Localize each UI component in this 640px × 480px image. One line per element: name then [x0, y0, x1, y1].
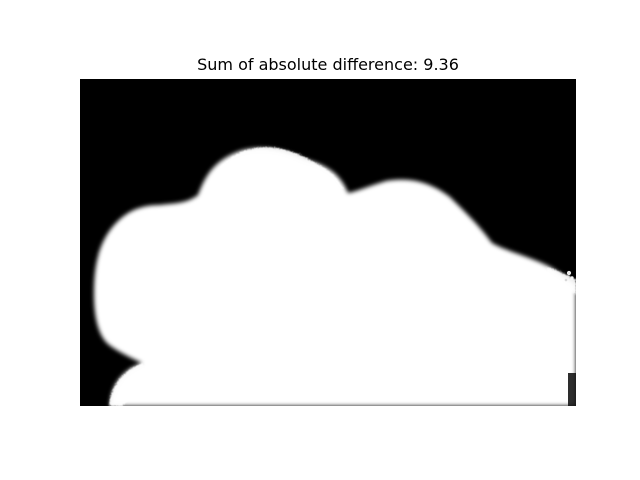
matte-details [80, 270, 576, 406]
fur-texture [109, 147, 576, 406]
right-fur-edge [546, 267, 576, 294]
right-edge-speck-3 [564, 278, 568, 282]
right-edge-speck-1 [566, 270, 572, 276]
lower-right-dark-strip [568, 373, 576, 406]
matte-foreground [80, 147, 576, 406]
matte-image [80, 79, 576, 406]
figure-title: Sum of absolute difference: 9.36 [0, 55, 640, 75]
lower-left-dark-gap [80, 350, 113, 406]
title-prefix: Sum of absolute difference: [197, 55, 424, 74]
right-edge-speck-2 [570, 276, 574, 280]
difference-value: 9.36 [423, 55, 459, 74]
upper-fur-edge [208, 147, 343, 200]
matte-image-svg [80, 79, 576, 406]
matte-main-shape [80, 147, 576, 406]
lower-left-fur [109, 363, 144, 406]
